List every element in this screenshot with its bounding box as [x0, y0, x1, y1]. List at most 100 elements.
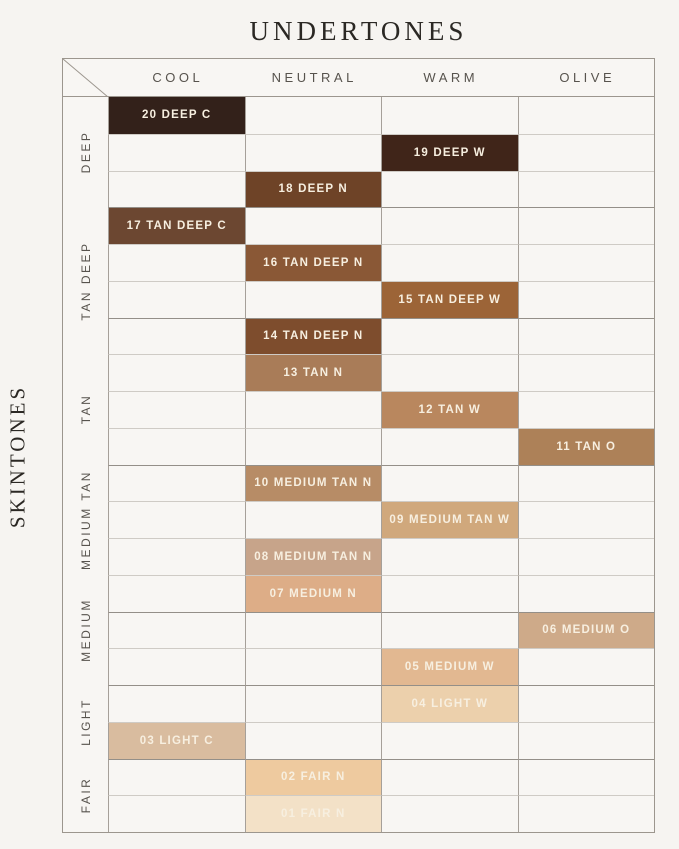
- empty-cell: [108, 427, 245, 465]
- empty-cell: [108, 574, 245, 612]
- empty-cell: [381, 795, 518, 832]
- empty-cell: [244, 280, 381, 318]
- empty-cell: [108, 280, 245, 318]
- shade-cell-19-deep-w: 19 DEEP W: [381, 133, 518, 171]
- empty-cell: [517, 758, 654, 796]
- row-group-label-medium: MEDIUM: [63, 575, 108, 685]
- shade-cell-12-tan-w: 12 TAN W: [381, 391, 518, 428]
- empty-cell: [517, 317, 654, 355]
- shade-cell-10-medium-tan-n: 10 MEDIUM TAN N: [244, 464, 381, 502]
- shade-name: 02 FAIR N: [281, 771, 346, 784]
- column-header-cool: COOL: [152, 70, 204, 85]
- row-group-label-tan: TAN: [63, 354, 108, 464]
- empty-cell: [517, 354, 654, 391]
- empty-cell: [517, 501, 654, 538]
- row-group-label-text: MEDIUM: [78, 598, 93, 662]
- shade-name: 08 MEDIUM TAN N: [254, 550, 373, 563]
- empty-cell: [108, 795, 245, 832]
- empty-cell: [381, 170, 518, 208]
- row-group-label-text: LIGHT: [78, 697, 93, 746]
- shade-cell-11-tan-o: 11 TAN O: [517, 427, 654, 465]
- empty-cell: [381, 354, 518, 391]
- shade-cell-06-medium-o: 06 MEDIUM O: [517, 611, 654, 649]
- shade-name: 16 TAN DEEP N: [263, 256, 364, 269]
- row-group-label-fair: FAIR: [63, 759, 108, 833]
- empty-cell: [108, 354, 245, 391]
- row-axis-title: SKINTONES: [5, 384, 30, 529]
- empty-cell: [108, 317, 245, 355]
- shade-cell-07-medium-n: 07 MEDIUM N: [244, 574, 381, 612]
- row-group-label-text: FAIR: [78, 776, 93, 814]
- shade-cell-16-tan-deep-n: 16 TAN DEEP N: [244, 244, 381, 281]
- shade-name: 01 FAIR N: [281, 808, 346, 821]
- empty-cell: [381, 244, 518, 281]
- empty-cell: [517, 133, 654, 171]
- shade-name: 17 TAN DEEP C: [126, 220, 227, 233]
- shade-name: 12 TAN W: [418, 403, 481, 416]
- empty-cell: [108, 464, 245, 502]
- empty-cell: [381, 317, 518, 355]
- empty-cell: [108, 538, 245, 575]
- row-group-label-text: TAN: [78, 394, 93, 425]
- empty-cell: [517, 795, 654, 832]
- row-group-label-deep: DEEP: [63, 97, 108, 207]
- empty-cell: [244, 611, 381, 649]
- empty-cell: [108, 391, 245, 428]
- empty-cell: [517, 721, 654, 759]
- shade-name: 07 MEDIUM N: [269, 587, 357, 600]
- empty-cell: [244, 721, 381, 759]
- empty-cell: [381, 721, 518, 759]
- empty-cell: [108, 170, 245, 208]
- shade-name: 20 DEEP C: [142, 109, 212, 122]
- shade-cell-05-medium-w: 05 MEDIUM W: [381, 648, 518, 685]
- shade-cell-09-medium-tan-w: 09 MEDIUM TAN W: [381, 501, 518, 538]
- shade-name: 10 MEDIUM TAN N: [254, 477, 373, 490]
- column-header-warm: WARM: [423, 70, 479, 85]
- shade-table: COOL NEUTRAL WARM OLIVE DEEP TAN DEEP TAN MEDI…: [62, 58, 655, 833]
- empty-cell: [381, 464, 518, 502]
- empty-cell: [517, 538, 654, 575]
- empty-cell: [108, 133, 245, 171]
- shade-cell-15-tan-deep-w: 15 TAN DEEP W: [381, 280, 518, 318]
- empty-cell: [381, 207, 518, 244]
- empty-cell: [108, 244, 245, 281]
- shade-cell-02-fair-n: 02 FAIR N: [244, 758, 381, 796]
- empty-cell: [517, 391, 654, 428]
- row-group-label-tan-deep: TAN DEEP: [63, 207, 108, 354]
- empty-cell: [381, 758, 518, 796]
- row-group-label-medium-tan: MEDIUM TAN: [63, 465, 108, 575]
- empty-cell: [517, 685, 654, 722]
- empty-cell: [108, 648, 245, 685]
- empty-cell: [381, 574, 518, 612]
- empty-cell: [517, 464, 654, 502]
- shade-cell-14-tan-deep-n: 14 TAN DEEP N: [244, 317, 381, 355]
- shade-cell-13-tan-n: 13 TAN N: [244, 354, 381, 391]
- shade-name: 06 MEDIUM O: [542, 624, 631, 637]
- shade-name: 18 DEEP N: [278, 183, 348, 196]
- undertones-header-row: COOL NEUTRAL WARM OLIVE: [63, 59, 654, 97]
- shade-name: 13 TAN N: [283, 367, 344, 380]
- column-header-neutral: NEUTRAL: [271, 70, 357, 85]
- shade-cell-03-light-c: 03 LIGHT C: [108, 721, 245, 759]
- empty-cell: [517, 244, 654, 281]
- empty-cell: [244, 391, 381, 428]
- shade-cell-04-light-w: 04 LIGHT W: [381, 685, 518, 722]
- chart-title: UNDERTONES: [249, 16, 468, 46]
- column-header-olive: OLIVE: [559, 70, 616, 85]
- shade-name: 09 MEDIUM TAN W: [389, 514, 511, 527]
- empty-cell: [517, 170, 654, 208]
- empty-cell: [244, 207, 381, 244]
- row-group-label-text: MEDIUM TAN: [78, 469, 93, 570]
- empty-cell: [244, 133, 381, 171]
- shade-cell-18-deep-n: 18 DEEP N: [244, 170, 381, 208]
- empty-cell: [108, 501, 245, 538]
- empty-cell: [381, 97, 518, 134]
- empty-cell: [108, 758, 245, 796]
- shade-table-body: DEEP TAN DEEP TAN MEDIUM TAN MEDIUM LIGHT FAIR…: [63, 97, 654, 832]
- empty-cell: [244, 427, 381, 465]
- empty-cell: [381, 611, 518, 649]
- empty-cell: [517, 574, 654, 612]
- shade-cell-08-medium-tan-n: 08 MEDIUM TAN N: [244, 538, 381, 575]
- empty-cell: [517, 280, 654, 318]
